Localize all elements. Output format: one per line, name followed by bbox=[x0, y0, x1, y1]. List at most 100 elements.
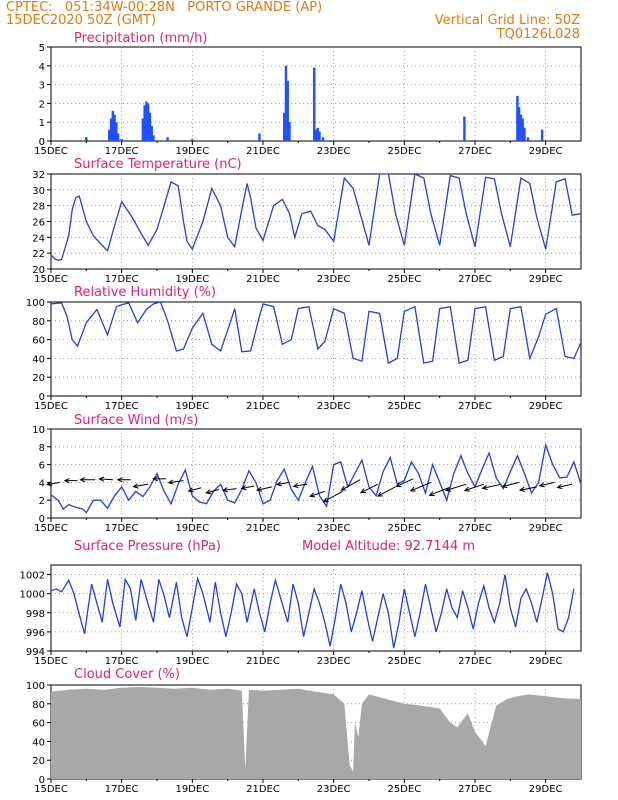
wind-arrow-shaft bbox=[323, 490, 343, 503]
wind-arrow-shaft bbox=[396, 478, 414, 487]
precip-bar bbox=[516, 95, 519, 141]
x-tick-label: 21DEC bbox=[246, 656, 280, 667]
y-tick-label: 32 bbox=[32, 170, 45, 181]
precip-bar bbox=[116, 133, 120, 141]
y-tick-label: 20 bbox=[32, 756, 45, 767]
wind-arrow-head bbox=[309, 492, 316, 498]
wind-arrow-shaft bbox=[429, 487, 449, 496]
x-tick-label: 21DEC bbox=[246, 274, 280, 285]
x-tick-label: 29DEC bbox=[529, 274, 563, 285]
precip-bar bbox=[111, 110, 115, 141]
x-tick-label: 29DEC bbox=[529, 784, 563, 795]
wind-arrow-shaft bbox=[464, 483, 484, 491]
panel-title: Surface Pressure (hPa) bbox=[74, 539, 221, 554]
wind-arrow-head bbox=[255, 486, 263, 492]
x-tick-label: 19DEC bbox=[175, 146, 209, 157]
precip-bar bbox=[521, 118, 524, 141]
precip-bar bbox=[148, 112, 152, 141]
precip-bar bbox=[115, 122, 118, 141]
precip-bar bbox=[321, 137, 325, 141]
y-tick-label: 5 bbox=[39, 43, 45, 54]
y-tick-label: 60 bbox=[32, 336, 45, 347]
y-tick-label: 8 bbox=[39, 443, 45, 454]
x-tick-label: 15DEC bbox=[34, 523, 68, 534]
wind-arrow-shaft bbox=[188, 487, 202, 492]
precip-bar bbox=[540, 129, 544, 141]
wind-arrow-head bbox=[275, 481, 282, 487]
wind-arrow-shaft bbox=[276, 481, 290, 485]
panel-title: Relative Humidity (%) bbox=[74, 285, 216, 300]
precip-bar bbox=[150, 125, 153, 141]
precip-bar bbox=[109, 118, 113, 141]
wind-arrow-shaft bbox=[341, 479, 361, 491]
precip-bar bbox=[313, 67, 316, 141]
run-datetime: 15DEC2020 50Z (GMT) bbox=[6, 13, 157, 28]
y-tick-label: 2 bbox=[39, 496, 45, 507]
x-tick-label: 27DEC bbox=[458, 274, 492, 285]
wind-arrow-shaft bbox=[293, 483, 308, 487]
wind-arrow-head bbox=[98, 476, 105, 482]
wind-arrow-head bbox=[46, 481, 53, 487]
x-tick-label: 23DEC bbox=[317, 656, 351, 667]
x-tick-label: 21DEC bbox=[246, 523, 280, 534]
wind-arrow-head bbox=[221, 487, 228, 493]
wind-arrow-head bbox=[409, 486, 416, 492]
chart-header: CPTEC: 051:34W-00:28N PORTO GRANDE (AP) … bbox=[0, 0, 618, 46]
y-tick-label: 80 bbox=[32, 317, 45, 328]
x-tick-label: 17DEC bbox=[105, 523, 139, 534]
x-tick-label: 21DEC bbox=[246, 784, 280, 795]
x-tick-label: 27DEC bbox=[458, 401, 492, 412]
x-tick-label: 15DEC bbox=[34, 401, 68, 412]
precip-bar bbox=[108, 129, 111, 141]
x-tick-label: 25DEC bbox=[387, 523, 421, 534]
precip-bar bbox=[316, 127, 319, 141]
model-id: TQ0126L028 bbox=[496, 27, 580, 42]
y-tick-label: 20 bbox=[32, 373, 45, 384]
wind-arrow-shaft bbox=[482, 483, 502, 489]
y-tick-label: 24 bbox=[32, 233, 45, 244]
wind-arrow-head bbox=[359, 488, 367, 494]
wind-arrow-head bbox=[463, 486, 470, 492]
wind-arrow-shaft bbox=[445, 483, 467, 491]
cloud-area bbox=[51, 686, 581, 779]
y-tick-label: 26 bbox=[32, 218, 45, 229]
x-tick-label: 25DEC bbox=[387, 401, 421, 412]
x-tick-label: 17DEC bbox=[105, 656, 139, 667]
x-tick-label: 29DEC bbox=[529, 401, 563, 412]
y-tick-label: 998 bbox=[26, 609, 45, 620]
x-tick-label: 19DEC bbox=[175, 274, 209, 285]
precip-bar bbox=[288, 122, 291, 141]
precip-bar bbox=[166, 137, 169, 141]
wind-arrow-head bbox=[167, 479, 174, 485]
y-tick-label: 28 bbox=[32, 202, 45, 213]
panel-title: Surface Wind (m/s) bbox=[74, 413, 198, 428]
wind-arrow-shaft bbox=[502, 481, 520, 488]
x-tick-label: 25DEC bbox=[387, 274, 421, 285]
panel-title: Surface Temperature (nC) bbox=[74, 157, 242, 172]
wind-arrow-shaft bbox=[257, 486, 272, 491]
x-tick-label: 27DEC bbox=[458, 656, 492, 667]
wind-arrow-shaft bbox=[309, 490, 325, 497]
wind-arrow-head bbox=[481, 484, 488, 490]
precip-bar bbox=[519, 114, 523, 141]
y-tick-label: 0 bbox=[39, 775, 45, 786]
precip-bar bbox=[152, 135, 155, 141]
x-tick-label: 21DEC bbox=[246, 401, 280, 412]
wind-arrow-shaft bbox=[241, 485, 255, 489]
y-tick-label: 994 bbox=[26, 647, 45, 658]
x-tick-label: 29DEC bbox=[529, 523, 563, 534]
wind-arrow-head bbox=[132, 483, 139, 489]
y-tick-label: 20 bbox=[32, 265, 45, 276]
y-tick-label: 0 bbox=[39, 392, 45, 403]
wind-arrow-head bbox=[428, 491, 435, 497]
precip-bar bbox=[146, 103, 150, 141]
wind-arrow-head bbox=[79, 477, 86, 483]
precip-bar bbox=[113, 114, 116, 141]
wind-arrow-shaft bbox=[99, 478, 113, 481]
y-tick-label: 10 bbox=[32, 425, 45, 436]
precip-bar bbox=[318, 131, 321, 141]
x-tick-label: 25DEC bbox=[387, 146, 421, 157]
precip-bar bbox=[141, 118, 145, 141]
series-line bbox=[50, 301, 582, 365]
x-tick-label: 17DEC bbox=[105, 274, 139, 285]
